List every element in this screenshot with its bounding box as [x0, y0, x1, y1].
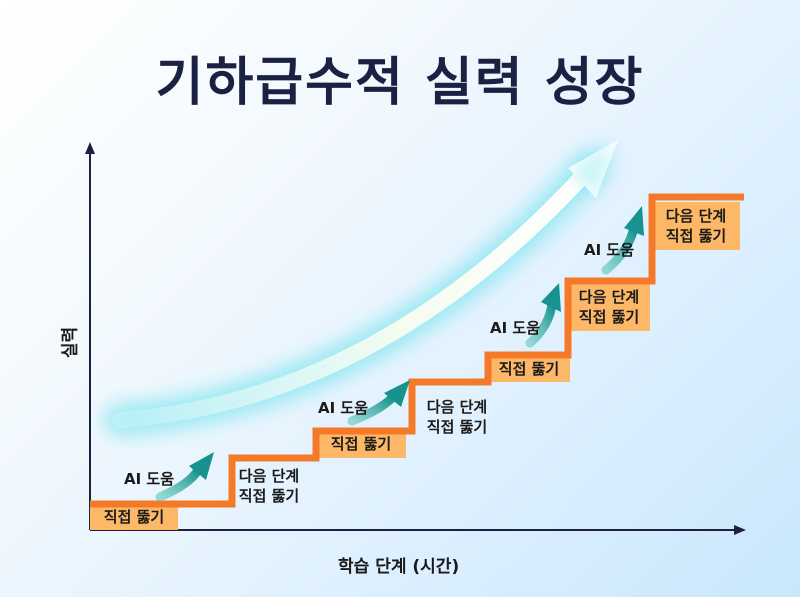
x-axis-label: 학습 단계 (시간): [338, 557, 460, 577]
step-label-next: 다음 단계 직접 뚫기: [652, 206, 740, 246]
y-axis-label: 실력: [60, 326, 81, 359]
step-label-next-line1: 다음 단계: [238, 467, 300, 485]
ai-boost-arrow: [347, 380, 410, 426]
step-label-next-line2: 직접 뚫기: [426, 418, 488, 436]
step-boxes: [90, 202, 740, 530]
step-label-next: 다음 단계 직접 뚫기: [412, 397, 502, 437]
ai-boost-arrow: [601, 206, 644, 275]
step-label-next: 다음 단계 직접 뚫기: [568, 287, 650, 327]
y-axis-arrow-icon: [85, 142, 95, 154]
step-label-next-line1: 다음 단계: [665, 207, 727, 225]
step-label-next-line2: 직접 뚫기: [238, 487, 300, 505]
ai-help-label: AI 도움: [124, 470, 175, 488]
axes: [85, 142, 746, 535]
step-label-next-line1: 다음 단계: [578, 288, 640, 306]
step-label-direct: 직접 뚫기: [330, 435, 392, 453]
step-label-direct: 직접 뚫기: [498, 360, 560, 378]
step-label-next-line1: 다음 단계: [426, 398, 488, 416]
step-label-direct: 직접 뚫기: [103, 508, 165, 526]
ai-help-label: AI 도움: [318, 399, 369, 417]
growth-curve-arrow: [103, 140, 618, 437]
staircase-line: [90, 193, 744, 508]
ai-boost-arrow: [155, 452, 214, 502]
ai-boost-arrow: [525, 283, 561, 348]
ai-help-label: AI 도움: [490, 319, 541, 337]
step-label-next-line2: 직접 뚫기: [665, 227, 727, 245]
step-label-next: 다음 단계 직접 뚫기: [224, 466, 314, 506]
ai-help-label: AI 도움: [584, 241, 635, 259]
step-label-next-line2: 직접 뚫기: [578, 308, 640, 326]
x-axis-arrow-icon: [734, 525, 746, 535]
page-title: 기하급수적 실력 성장: [155, 53, 645, 113]
